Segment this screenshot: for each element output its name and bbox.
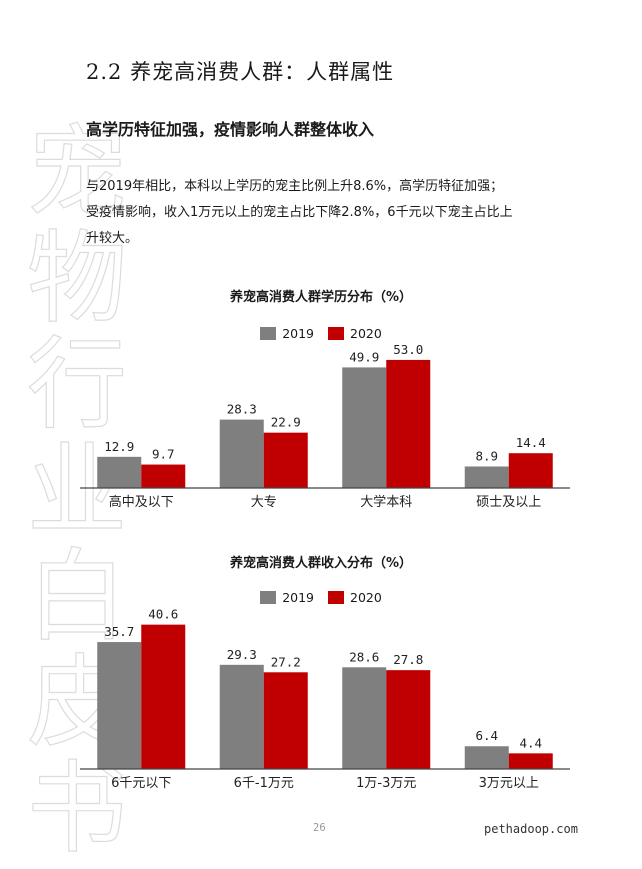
bar-2020-0 xyxy=(141,464,186,488)
bar-plot: 12.9 9.7 高中及以下 28.3 22.9 大专 49.9 53.0 大学本科 8.9 14.… xyxy=(80,342,570,510)
sub-heading: 高学历特征加强，疫情影响人群整体收入 xyxy=(86,120,375,139)
bar-2019-3 xyxy=(464,466,509,488)
legend-swatch-2019 xyxy=(260,327,277,340)
bar-2020-0 xyxy=(141,624,186,769)
chart-title: 养宠高消费人群收入分布（%） xyxy=(229,556,413,571)
bar-2019-2 xyxy=(342,667,387,769)
chart-legend: 2019 2020 xyxy=(0,326,642,341)
data-label-2019-2: 49.9 xyxy=(349,349,379,364)
bar-plot: 35.7 40.6 6千元以下 29.3 27.2 6千-1万元 28.6 27.8 1万-3万… xyxy=(80,607,570,791)
data-label-2019-0: 12.9 xyxy=(104,439,134,454)
data-label-2020-0: 9.7 xyxy=(152,447,175,462)
category-label: 1万-3万元 xyxy=(356,776,416,791)
bar-2020-3 xyxy=(508,453,553,488)
category-label: 高中及以下 xyxy=(109,494,174,510)
data-label-2020-3: 14.4 xyxy=(516,435,546,450)
bar-2019-0 xyxy=(97,642,142,769)
category-label: 6千元以下 xyxy=(111,776,171,791)
bar-2019-0 xyxy=(97,456,142,488)
bar-2020-3 xyxy=(508,753,553,769)
chart-legend: 2019 2020 xyxy=(0,590,642,605)
data-label-2019-1: 28.3 xyxy=(227,402,257,417)
legend-swatch-2020 xyxy=(328,591,344,604)
legend-label: 2019 xyxy=(282,590,314,605)
body-paragraph: 与2019年相比，本科以上学历的宠主比例上升8.6%，高学历特征加强； 受疫情影… xyxy=(86,174,564,252)
legend-item-2020: 2020 xyxy=(328,326,382,341)
data-label-2019-0: 35.7 xyxy=(104,624,134,639)
bar-2019-2 xyxy=(342,367,387,488)
data-label-2020-1: 22.9 xyxy=(271,415,301,430)
category-label: 硕士及以上 xyxy=(476,495,541,510)
legend-label: 2019 xyxy=(282,326,314,341)
chart-title: 养宠高消费人群学历分布（%） xyxy=(229,290,413,305)
income-chart: 养宠高消费人群收入分布（%） 2019 2020 35.7 40.6 6千元以下 29… xyxy=(0,552,642,797)
bar-2020-1 xyxy=(263,432,308,488)
body-line: 受疫情影响，收入1万元以上的宠主占比下降2.8%，6千元以下宠主占比上 xyxy=(86,205,513,220)
bar-2020-1 xyxy=(263,672,308,769)
data-label-2020-3: 4.4 xyxy=(519,735,542,750)
legend-item-2019: 2019 xyxy=(260,326,314,341)
legend-label: 2020 xyxy=(350,590,382,605)
category-label: 3万元以上 xyxy=(479,776,539,791)
data-label-2019-2: 28.6 xyxy=(349,649,379,664)
body-line: 与2019年相比，本科以上学历的宠主比例上升8.6%，高学历特征加强； xyxy=(86,179,504,194)
data-label-2020-0: 40.6 xyxy=(148,607,178,622)
data-label-2020-2: 27.8 xyxy=(393,652,423,667)
data-label-2019-3: 6.4 xyxy=(475,728,498,743)
data-label-2020-1: 27.2 xyxy=(271,654,301,669)
legend-item-2019: 2019 xyxy=(260,590,314,605)
legend-label: 2020 xyxy=(350,326,382,341)
data-label-2019-3: 8.9 xyxy=(475,448,498,463)
category-label: 大专 xyxy=(251,495,277,510)
bar-2019-1 xyxy=(219,419,264,488)
category-label: 大学本科 xyxy=(360,494,412,510)
body-line: 升较大。 xyxy=(86,231,139,246)
data-label-2019-1: 29.3 xyxy=(227,647,257,662)
bar-2020-2 xyxy=(386,359,431,488)
legend-item-2020: 2020 xyxy=(328,590,382,605)
bar-2019-1 xyxy=(219,664,264,769)
category-label: 6千-1万元 xyxy=(234,776,294,791)
section-title: 2.2 养宠高消费人群：人群属性 xyxy=(86,60,395,84)
education-chart: 养宠高消费人群学历分布（%） 2019 2020 12.9 9.7 高中及以下 28.… xyxy=(0,286,642,516)
legend-swatch-2019 xyxy=(260,591,277,604)
bar-2020-2 xyxy=(386,670,431,769)
bar-2019-3 xyxy=(464,746,509,769)
legend-swatch-2020 xyxy=(328,327,344,340)
page-number: 26 xyxy=(313,822,326,834)
data-label-2020-2: 53.0 xyxy=(393,342,423,357)
site-url: pethadoop.com xyxy=(484,822,578,836)
